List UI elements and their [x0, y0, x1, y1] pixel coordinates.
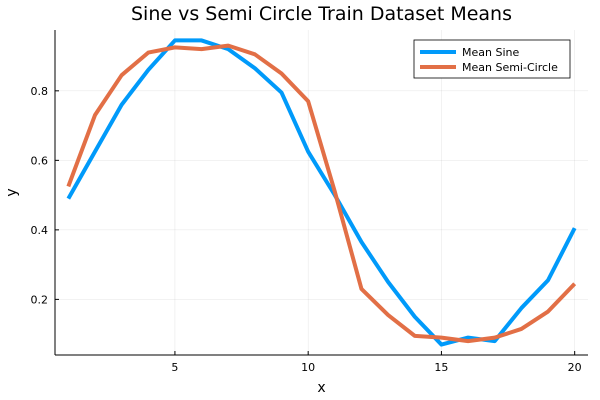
y-tick-label: 0.6: [31, 154, 49, 167]
series-line-mean-semi-circle: [66, 43, 577, 344]
x-axis-label: x: [317, 380, 325, 396]
series: [66, 38, 577, 347]
x-tick-label: 10: [301, 361, 315, 374]
x-tick-label: 5: [171, 361, 178, 374]
x-tick-label: 15: [434, 361, 448, 374]
chart-title: Sine vs Semi Circle Train Dataset Means: [131, 3, 512, 25]
y-tick-label: 0.2: [31, 293, 49, 306]
legend-label: Mean Semi-Circle: [462, 61, 558, 74]
y-tick-label: 0.8: [31, 85, 49, 98]
grid: [55, 30, 588, 355]
axes: [54, 30, 588, 356]
series-line-mean-sine: [66, 38, 577, 347]
ticks: 5 10 15 20 0.2 0.4 0.6 0.8: [31, 85, 582, 374]
x-tick-label: 20: [568, 361, 582, 374]
legend: Mean Sine Mean Semi-Circle: [413, 39, 571, 79]
legend-label: Mean Sine: [462, 46, 519, 59]
y-axis-label: y: [4, 188, 20, 196]
y-tick-label: 0.4: [31, 224, 49, 237]
legend-box: [413, 39, 571, 79]
